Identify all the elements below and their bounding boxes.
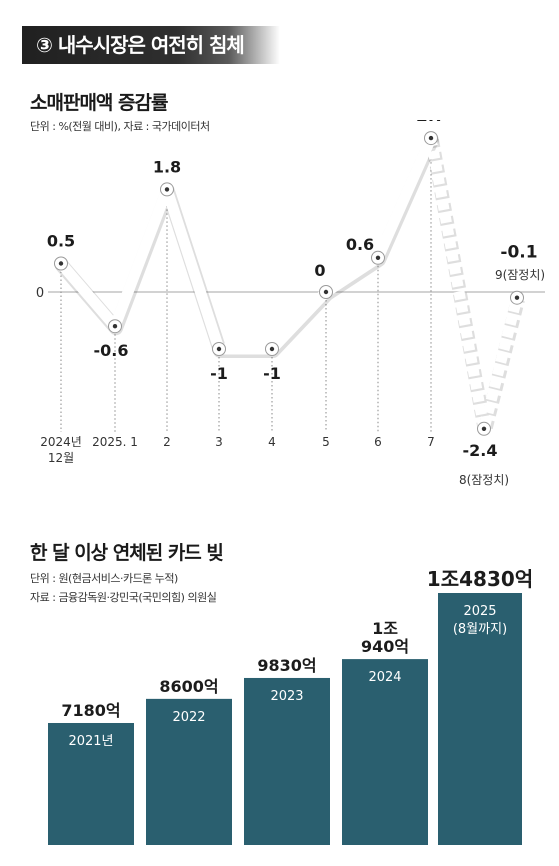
bar-category-label: 2021년: [68, 734, 113, 749]
bar: [342, 659, 428, 845]
x-tick-label: 12월: [48, 451, 74, 465]
series-line-shadow-provisional: [425, 138, 525, 438]
bar-category-label: 2022: [172, 710, 205, 725]
series-line-provisional: [425, 137, 523, 435]
bar-chart-title: 한 달 이상 연체된 카드 빚: [30, 542, 224, 564]
x-tick-label-provisional: 8(잠정치): [459, 473, 509, 487]
data-label: 1.8: [153, 157, 181, 176]
bar: [244, 677, 330, 845]
x-tick-label: 5: [322, 435, 330, 449]
x-tick-label: 2024년: [40, 435, 82, 449]
x-tick-label: 2: [163, 435, 171, 449]
data-point-center: [216, 346, 222, 352]
data-point-center: [112, 324, 118, 329]
bar-category-label: 2023: [270, 689, 303, 704]
data-point-center: [269, 346, 275, 352]
data-label: 0.5: [47, 232, 75, 251]
x-tick-label: 3: [215, 435, 223, 449]
data-label: 2.7: [416, 120, 446, 126]
data-label: -1: [263, 364, 281, 383]
data-point-center: [58, 261, 64, 266]
x-tick-label: 2025. 1: [92, 435, 138, 449]
bar-value-label: 8600억: [159, 677, 218, 696]
x-tick-label: 4: [268, 435, 276, 449]
bar: [48, 722, 134, 845]
data-point-center: [514, 295, 520, 300]
data-point-center: [164, 187, 170, 192]
line-chart-title: 소매판매액 증감률: [30, 92, 168, 114]
data-label: -1: [210, 364, 228, 383]
bar: [146, 698, 232, 845]
data-label: 0: [314, 261, 325, 280]
bar-chart-source-note: 자료 : 금융감독원·강민국(국민의힘) 의원실: [30, 591, 217, 604]
bar-category-label: 2025: [463, 604, 496, 619]
page-title: ③ 내수시장은 여전히 침체: [36, 33, 245, 57]
data-label: 0.6: [346, 235, 374, 254]
bar-category-sublabel: (8월까지): [453, 622, 507, 637]
bar-value-label: 940억: [361, 637, 409, 656]
data-point-center: [375, 255, 381, 260]
bar-category-label: 2024: [368, 670, 401, 685]
data-label: -0.1: [500, 243, 537, 263]
retail-sales-line-chart: 0 0.5 -0.6 1.8 -1 -1 0 0.6 2.7 -2.4 -0.1 2024년 12월 20…: [36, 120, 545, 487]
x-tick-label-provisional: 9(잠정치): [495, 268, 545, 282]
bar: [438, 593, 522, 845]
bar-value-label: 7180억: [61, 701, 120, 720]
data-point-center: [323, 289, 329, 295]
series-line: [55, 132, 437, 355]
bar-value-label: 1조: [372, 619, 398, 638]
bar-value-label: 9830억: [257, 656, 316, 675]
data-label: -2.4: [463, 441, 498, 460]
x-tick-label: 7: [427, 435, 435, 449]
bar-chart-unit-note: 단위 : 원(현금서비스·카드론 누적): [30, 572, 178, 585]
bar-value-label: 1조4830억: [427, 567, 533, 591]
header-banner: [22, 26, 280, 64]
data-point-center: [428, 135, 434, 141]
x-tick-label: 6: [374, 435, 382, 449]
data-point-center: [481, 426, 487, 431]
data-label: -0.6: [94, 341, 129, 360]
zero-axis-label: 0: [36, 286, 44, 301]
line-chart-unit-note: 단위 : %(전월 대비), 자료 : 국가데이터처: [30, 120, 210, 133]
